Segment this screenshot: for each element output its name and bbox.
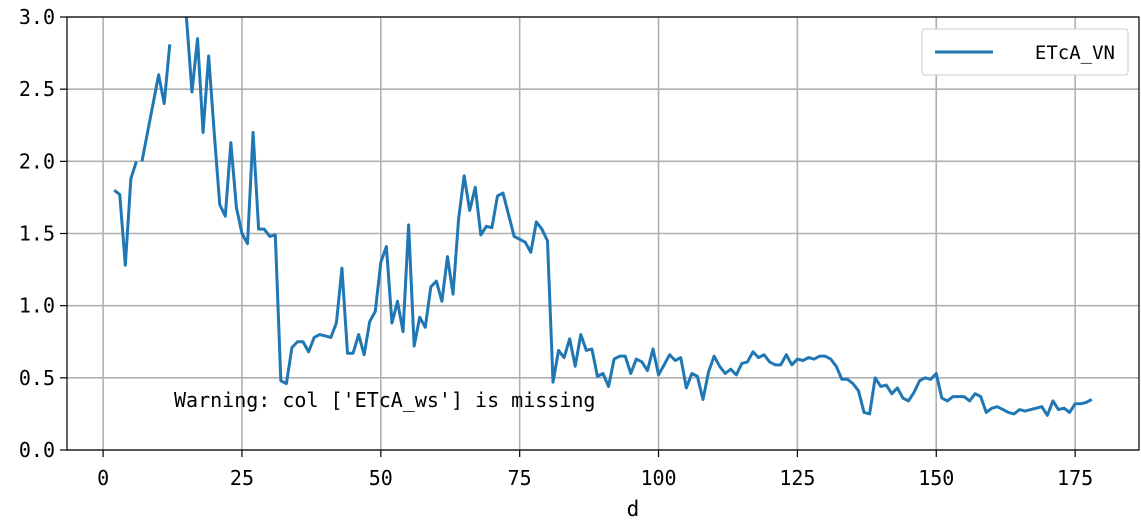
series-lines (113, 16, 1093, 417)
x-tick-label: 75 (508, 466, 532, 490)
legend-label: ETcA_VN (1035, 42, 1115, 64)
x-tick-label: 25 (230, 466, 254, 490)
grid (67, 16, 1139, 451)
y-tick-label: 0.5 (19, 366, 55, 390)
series-line (140, 44, 172, 162)
x-tick-label: 175 (1057, 466, 1093, 490)
y-tick-label: 2.5 (19, 77, 55, 101)
y-tick-label: 0.0 (19, 438, 55, 462)
x-tick-label: 125 (779, 466, 815, 490)
series-line (184, 16, 1093, 417)
x-axis-label: d (627, 497, 640, 520)
y-tick-label: 3.0 (19, 5, 55, 29)
y-tick-label: 2.0 (19, 149, 55, 173)
legend: ETcA_VN (921, 28, 1129, 76)
x-tick-label: 0 (97, 466, 109, 490)
legend-box (921, 28, 1129, 76)
series-line (113, 160, 138, 267)
x-tick-label: 100 (640, 466, 676, 490)
axis-ticks: 0 25 50 75 100 125 150 175 0.0 0.5 1.0 1.5 2.0 2.5 3.0 (19, 5, 1093, 490)
y-tick-label: 1.5 (19, 222, 55, 246)
y-tick-label: 1.0 (19, 294, 55, 318)
x-tick-label: 150 (918, 466, 954, 490)
missing-column-warning: Warning: col ['ETcA_ws'] is missing (174, 388, 595, 412)
x-tick-label: 50 (369, 466, 393, 490)
